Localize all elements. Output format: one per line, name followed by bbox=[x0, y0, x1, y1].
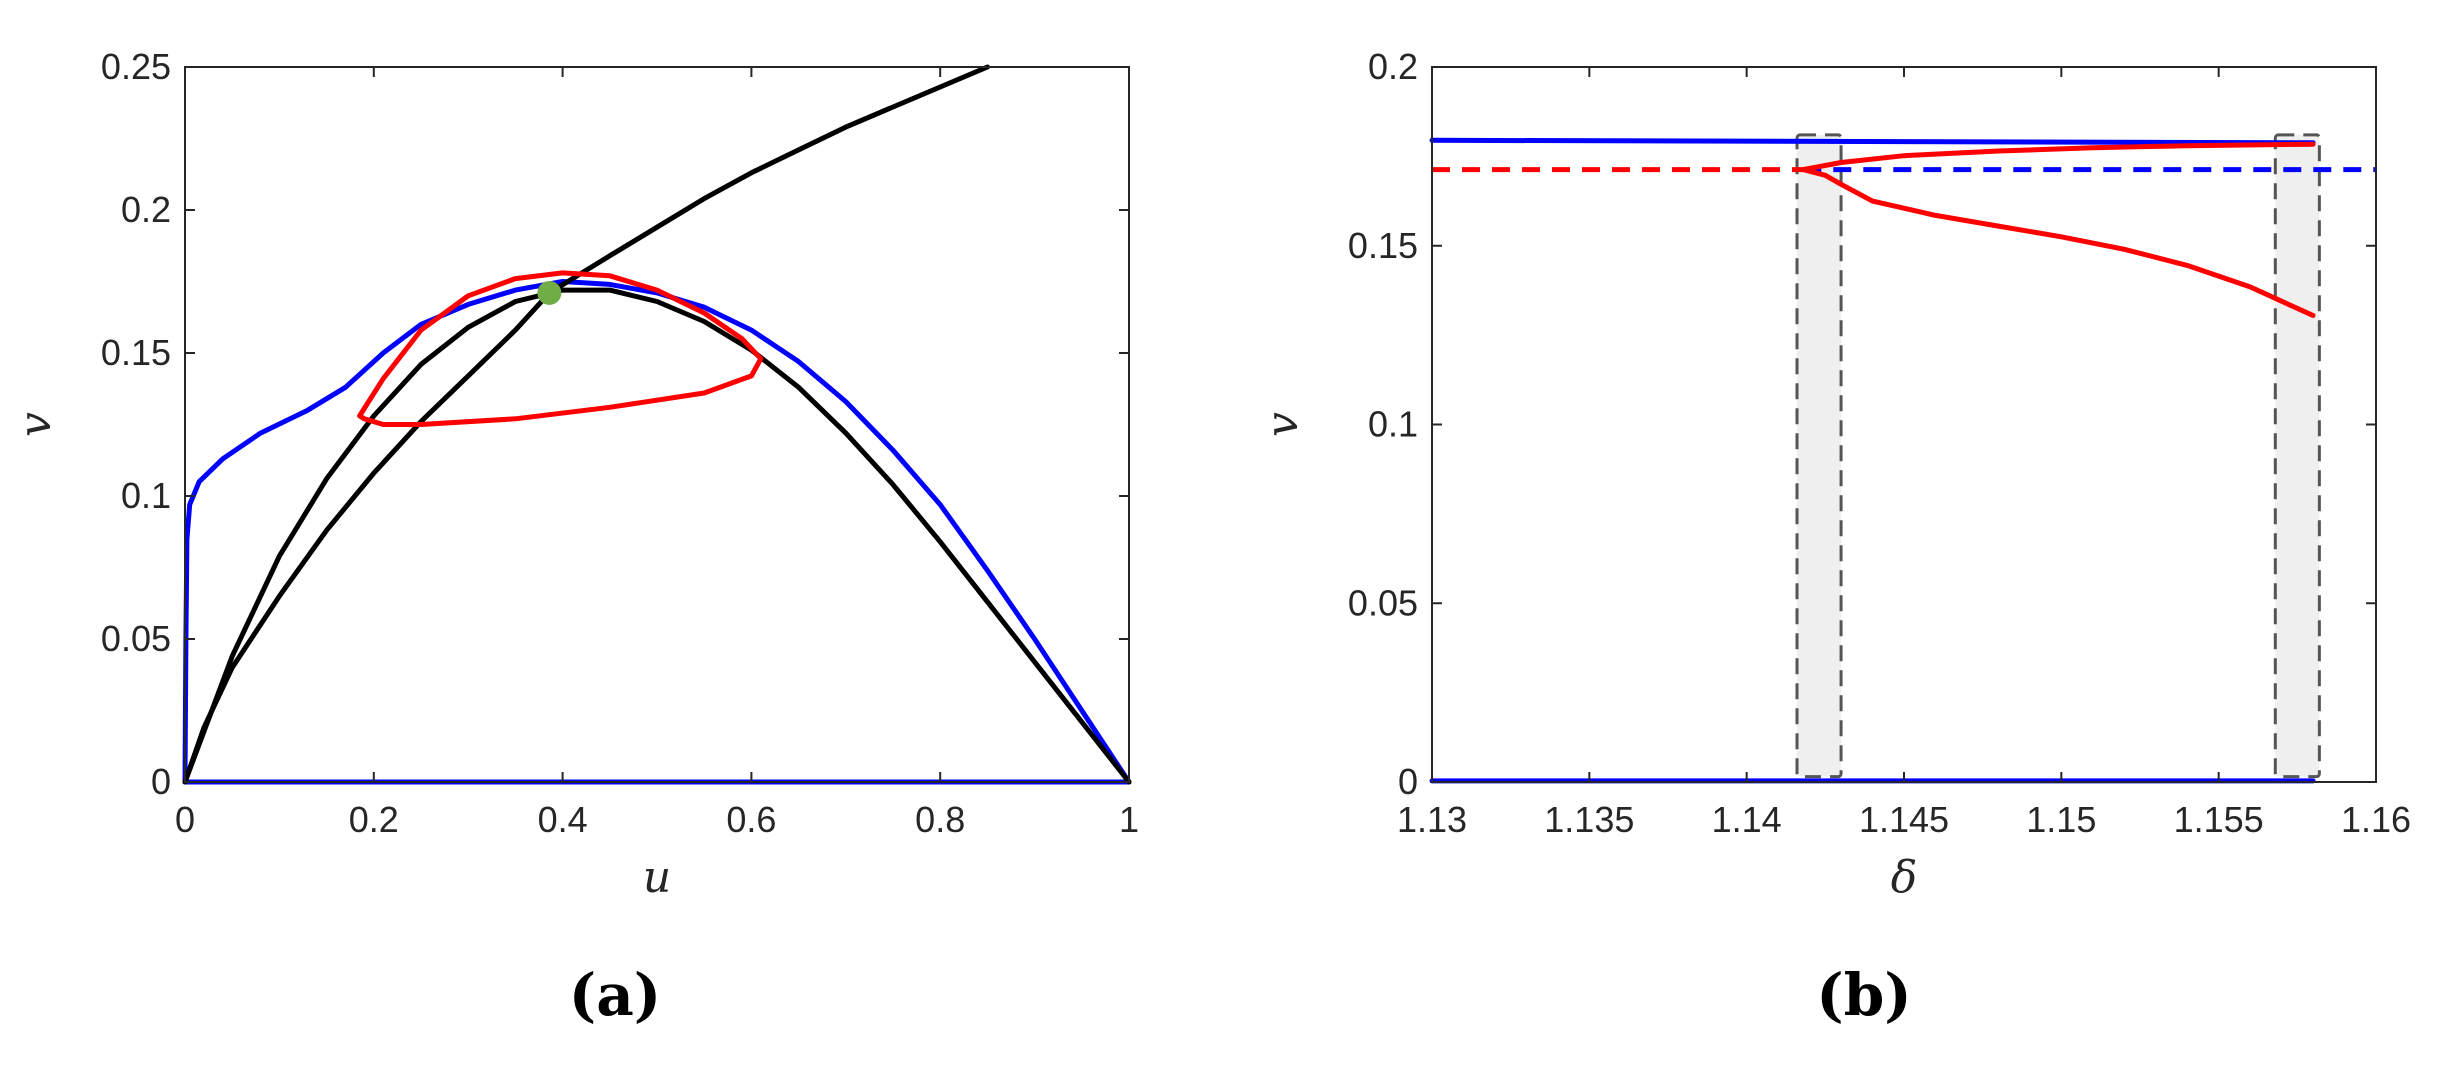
x-tick-label: 1.155 bbox=[2174, 799, 2264, 840]
x-tick-label: 0.8 bbox=[915, 799, 965, 840]
y-tick-label: 0.1 bbox=[1368, 404, 1418, 445]
x-tick-label: 1.16 bbox=[2341, 799, 2411, 840]
series-line-4 bbox=[357, 270, 764, 427]
series-line-0 bbox=[1429, 137, 2316, 146]
plot-frame bbox=[184, 66, 1130, 783]
x-tick-label: 1.13 bbox=[1397, 799, 1467, 840]
y-tick-label: 0.2 bbox=[121, 189, 171, 230]
y-tick-label: 0.2 bbox=[1368, 46, 1418, 87]
x-tick-label: 1 bbox=[1119, 799, 1139, 840]
panel-label: (a) bbox=[569, 961, 661, 1029]
shaded-region-1 bbox=[2273, 133, 2321, 779]
y-tick-label: 0 bbox=[151, 761, 171, 802]
y-tick-label: 0 bbox=[1398, 761, 1418, 802]
y-tick-label: 0.15 bbox=[1348, 225, 1418, 266]
x-axis-label: δ bbox=[1891, 852, 1918, 903]
x-tick-label: 1.15 bbox=[2026, 799, 2096, 840]
series-line-2 bbox=[182, 287, 1132, 785]
y-tick-label: 0.25 bbox=[101, 46, 171, 87]
y-axis-label: v bbox=[10, 412, 61, 437]
x-tick-label: 1.135 bbox=[1544, 799, 1634, 840]
equilibrium-marker-0 bbox=[537, 280, 562, 305]
plot-frame bbox=[1431, 66, 2377, 783]
series-line-4 bbox=[1800, 141, 2316, 173]
y-tick-label: 0.05 bbox=[101, 618, 171, 659]
y-tick-label: 0.05 bbox=[1348, 582, 1418, 623]
chart-panel-a: 0 0.2 0.4 0.6 0.8 1 0 0.05 0.1 0.15 0.2 0.25 u v (a) bbox=[10, 46, 1139, 1029]
y-axis-label: v bbox=[1257, 412, 1308, 437]
x-tick-label: 1.14 bbox=[1712, 799, 1782, 840]
x-tick-label: 0.4 bbox=[538, 799, 588, 840]
x-tick-label: 0.2 bbox=[349, 799, 399, 840]
x-axis-label: u bbox=[643, 852, 671, 903]
shaded-region-0 bbox=[1795, 133, 1843, 779]
panel-label: (b) bbox=[1816, 961, 1911, 1029]
x-tick-label: 0 bbox=[175, 799, 195, 840]
x-tick-label: 1.145 bbox=[1859, 799, 1949, 840]
y-tick-label: 0.15 bbox=[101, 332, 171, 373]
y-tick-label: 0.1 bbox=[121, 475, 171, 516]
chart-panel-b: 1.13 1.135 1.14 1.145 1.15 1.155 1.16 0 0.05 0.1 0… bbox=[1257, 46, 2411, 1029]
x-tick-label: 0.6 bbox=[726, 799, 776, 840]
series-line-1 bbox=[182, 279, 1132, 785]
series-line-5 bbox=[1800, 167, 2316, 318]
